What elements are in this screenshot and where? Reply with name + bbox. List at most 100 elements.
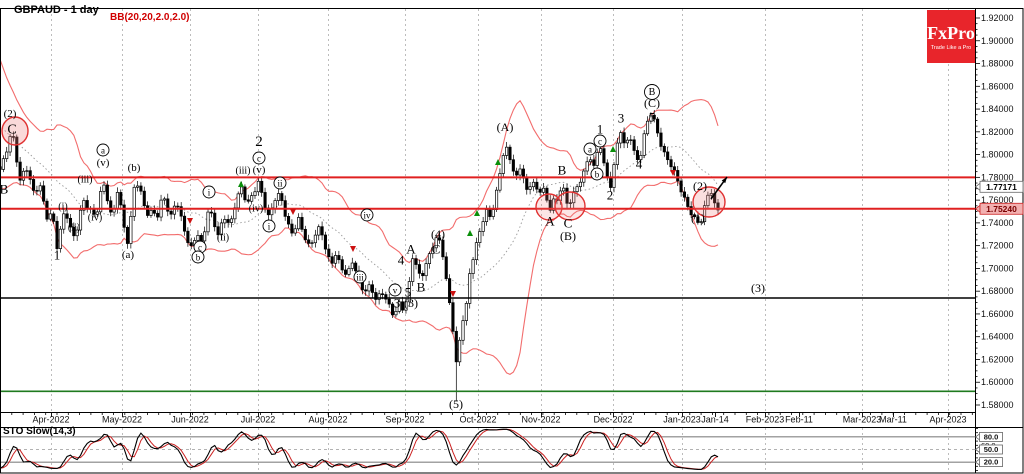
wave-label-circle: [388, 283, 402, 297]
wave-label: iv: [363, 211, 371, 221]
wave-label: (iv): [88, 213, 102, 224]
price-tick-label: 1.88000: [981, 59, 1014, 69]
stochastic-area[interactable]: [0, 427, 975, 473]
wave-label-circle: [262, 219, 276, 233]
trend-arrow: [710, 176, 728, 200]
stochastic-label: STO Slow(14,3): [3, 426, 76, 437]
stochastic-panel: STO Slow(14,3): [0, 426, 975, 463]
wave-label: B: [649, 87, 656, 98]
wave-label: (3): [751, 281, 765, 295]
svg-text:80.0: 80.0: [984, 432, 999, 441]
time-tick-label: Mar-2023: [843, 415, 882, 425]
time-tick-label: Jun-2022: [171, 415, 209, 425]
wave-label: (2): [4, 108, 17, 120]
wave-label: (v): [253, 164, 266, 176]
price-axis[interactable]: 1.92000 1.90000 1.88000 1.86000 1.84000 1.820…: [974, 13, 1024, 410]
wave-label: B: [0, 182, 9, 197]
wave-label: (1): [691, 211, 705, 225]
price-tick-label: 1.70000: [981, 263, 1014, 273]
fxpro-logo: FxPro Trade Like a Pro: [927, 10, 975, 63]
chart-title: GBPAUD - 1 day: [14, 0, 99, 18]
time-tick-label: Jan-14: [701, 415, 729, 425]
sell-arrow-icon: [670, 170, 676, 176]
wave-label: 3: [618, 111, 625, 126]
stoch-level-bubble: 50.0: [974, 444, 1003, 455]
wave-label-circle: [353, 270, 367, 284]
sell-arrow-icon: [187, 218, 193, 224]
buy-arrow-icon: [610, 146, 616, 152]
wave-label: 1: [597, 122, 604, 137]
price-tick-label: 1.84000: [981, 104, 1014, 114]
svg-text:20.0: 20.0: [984, 458, 999, 467]
stoch-axis[interactable]: 60.080.050.020.0: [974, 428, 1003, 471]
wave-label: 1: [54, 248, 61, 263]
wave-label-circle: [593, 134, 607, 148]
wave-label: 4: [398, 253, 405, 268]
price-tick-label: 1.92000: [981, 13, 1014, 23]
svg-text:50.0: 50.0: [984, 445, 999, 454]
time-axis[interactable]: Apr-2022 May-2022 Jun-2022 Jul-2022 Aug-2022…: [0, 412, 973, 425]
wave-label: B: [558, 163, 567, 178]
time-tick-label: Dec-2022: [593, 415, 632, 425]
highlight-circles: [1, 116, 726, 221]
highlight-circle: [692, 186, 726, 218]
chart-frame: [0, 8, 1024, 474]
wave-label: (ii): [217, 233, 229, 244]
bollinger-middle-line: [0, 123, 719, 292]
price-tick-label: 1.90000: [981, 36, 1014, 46]
wave-label: c: [198, 243, 202, 253]
wave-label: c: [257, 154, 261, 164]
level-lines[interactable]: [0, 176, 975, 393]
price-tick-label: 1.76000: [981, 195, 1014, 205]
buy-arrow-icon: [467, 230, 473, 236]
price-tick-label: 1.78000: [981, 172, 1014, 182]
wave-label: (a): [122, 249, 135, 261]
wave-label: C: [432, 242, 441, 257]
wave-label: (5): [449, 397, 463, 411]
price-tick-label: 1.86000: [981, 81, 1014, 91]
wave-label: (C): [644, 96, 660, 110]
plot-area[interactable]: [0, 8, 975, 412]
price-tick-label: 1.62000: [981, 354, 1014, 364]
time-tick-label: Jan-2023: [663, 415, 701, 425]
sell-arrow-icon: [450, 291, 456, 297]
wave-label: ii: [277, 179, 283, 189]
wave-label-circle: [644, 84, 660, 100]
price-tick-label: 1.64000: [981, 332, 1014, 342]
wave-label: c: [598, 137, 602, 147]
wave-label-circle: [202, 185, 216, 199]
time-tick-label: Feb-11: [785, 415, 813, 425]
arrowhead-icon: [721, 177, 727, 184]
stoch-level-bubble: 80.0: [974, 431, 1003, 442]
price-tick-label: 1.58000: [981, 400, 1014, 410]
wave-label-circle: [252, 151, 266, 165]
sell-arrow-icon: [350, 246, 356, 252]
time-tick-label: Apr-2023: [929, 415, 966, 425]
svg-text:1.77171: 1.77171: [986, 182, 1017, 192]
wave-labels: (2)CBa(v)(iii)(i)(iv)(ii)1(a)(b)cb2c(v)(…: [0, 84, 765, 411]
wave-label: A: [545, 214, 555, 229]
trade-markers: [187, 146, 676, 297]
wave-label: (A): [497, 120, 514, 134]
wave-label: (2): [693, 179, 707, 193]
wave-label-circle: [590, 167, 604, 181]
stoch-k-line: [0, 428, 719, 471]
time-tick-label: Jul-2022: [241, 415, 276, 425]
wave-label: a: [588, 145, 592, 155]
bollinger-indicator-label: BB(20,20,2.0,2.0): [110, 12, 190, 23]
gridlines: [51, 9, 949, 473]
time-tick-label: Apr-2022: [32, 415, 69, 425]
time-tick-label: Oct-2022: [459, 415, 496, 425]
wave-label: 2: [255, 134, 263, 150]
time-tick-label: Feb-2023: [746, 415, 785, 425]
highlight-circle: [1, 116, 29, 146]
wave-label: 3: [394, 296, 401, 311]
current-price-bubble: 1.75240: [974, 202, 1024, 215]
buy-arrow-icon: [495, 159, 501, 165]
wave-label: (ii): [68, 223, 80, 234]
wave-label-circle: [583, 142, 597, 156]
price-tick-label: 1.82000: [981, 127, 1014, 137]
wave-label: a: [101, 146, 105, 156]
